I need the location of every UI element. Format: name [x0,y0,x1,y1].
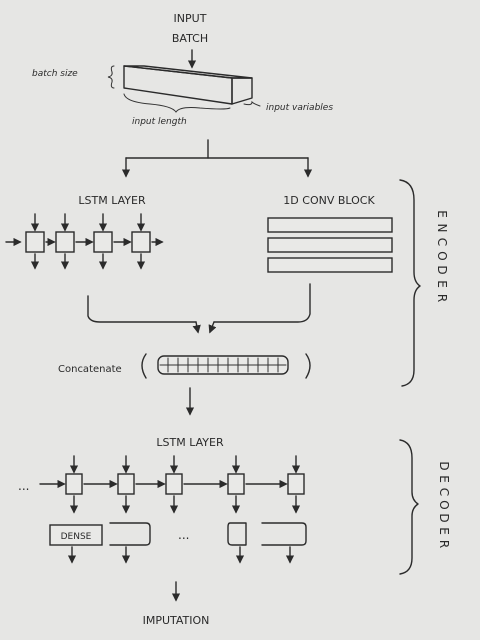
batch-size-brace [107,65,115,89]
encoder-lstm-cell [93,231,113,253]
decoder-lstm-cell [227,473,245,495]
encoder-lstm-cells [5,213,164,270]
encoder-lstm-cell [55,231,75,253]
decoder-brace [399,439,419,575]
dense-row: DENSE ... [49,522,307,564]
input-variables-label: input variables [266,103,333,113]
decoder-label-letter: E [437,527,451,535]
split-connector [121,139,313,178]
input-label: INPUT [174,12,207,25]
conv-layer-2 [267,237,393,253]
decoder-lstm-cell [287,473,305,495]
decoder-label-letter: D [437,461,451,470]
encoder-label-letter: R [435,294,449,302]
decoder-dots-left: ... [18,479,29,493]
encoder-brace [399,179,421,387]
concatenated-vector [157,355,289,375]
decoder-label-letter: E [437,475,451,483]
decoder-label-letter: D [437,513,451,522]
decoder-label-letter: C [437,488,451,496]
input-length-label: input length [132,117,187,127]
conv-block-label: 1D CONV BLOCK [283,194,375,207]
conv-layer-3 [267,257,393,273]
input-length-brace [123,93,231,113]
input-tensor [123,65,253,105]
batch-label: BATCH [172,32,208,45]
encoder-label-letter: E [435,280,449,288]
concat-right-paren [305,353,311,379]
encoder-lstm-label: LSTM LAYER [78,194,146,207]
decoder-label-letter: R [437,540,451,548]
decoder-lstm-label: LSTM LAYER [156,436,224,449]
encoder-label-letter: E [435,210,449,218]
concat-left-paren [141,353,147,379]
imputation-label: IMPUTATION [143,614,210,627]
dense-label: DENSE [61,532,92,542]
decoder-dots-mid: ... [178,528,189,542]
encoder-lstm-cell [131,231,151,253]
encoder-label-letter: O [435,251,449,260]
batch-size-label: batch size [32,69,78,79]
merge-connector [87,283,311,334]
encoder-lstm-cell [25,231,45,253]
decoder-lstm-cell [65,473,83,495]
decoder-lstm-cell [117,473,135,495]
input-variables-brace [243,100,261,107]
decoder-lstm-cells [39,455,305,514]
encoder-label-letter: N [435,224,449,233]
conv-block [267,217,393,273]
encoder-label-letter: D [435,265,449,274]
encoder-label-letter: C [435,238,449,246]
decoder-label-letter: O [437,500,451,509]
input-batch-section: INPUT BATCH batch size input length inpu… [32,12,333,127]
dense-box [49,524,103,546]
concatenate-label: Concatenate [58,364,122,375]
conv-layer-1 [267,217,393,233]
decoder-lstm-cell [165,473,183,495]
